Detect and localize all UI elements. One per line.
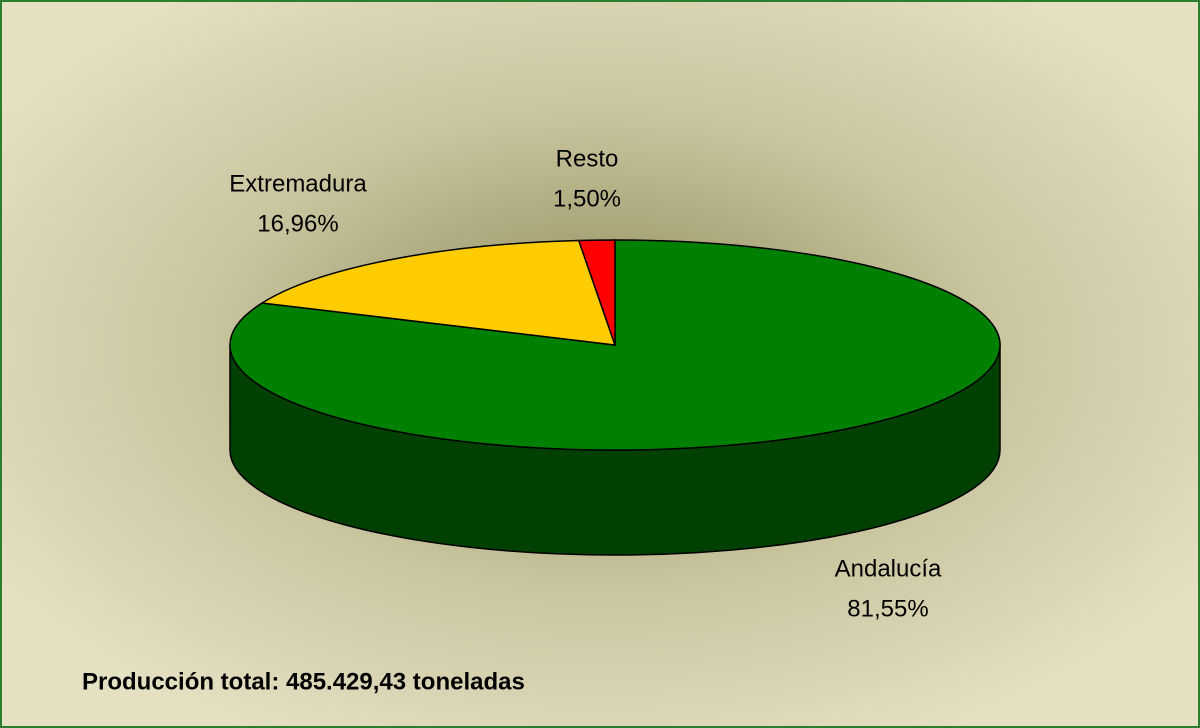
slice-value-label: 81,55%: [847, 595, 928, 622]
slice-label: Extremadura: [229, 170, 367, 197]
pie-slice: [577, 239, 616, 346]
annotation: Producción total: 485.429,43 toneladas: [82, 668, 525, 695]
pie-slice: [259, 239, 617, 346]
slice-value-label: 16,96%: [257, 210, 338, 237]
slice-label: Andalucía: [835, 555, 942, 582]
slice-label: Resto: [556, 145, 619, 172]
slice-value-label: 1,50%: [553, 185, 621, 212]
